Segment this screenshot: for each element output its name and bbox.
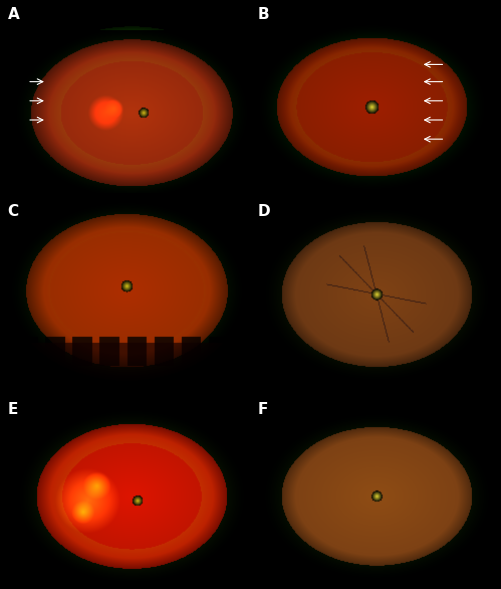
Text: E: E [8,402,18,417]
Text: D: D [258,204,270,220]
Text: C: C [8,204,19,220]
Text: A: A [8,7,19,22]
Text: F: F [258,402,268,417]
Text: B: B [258,7,269,22]
